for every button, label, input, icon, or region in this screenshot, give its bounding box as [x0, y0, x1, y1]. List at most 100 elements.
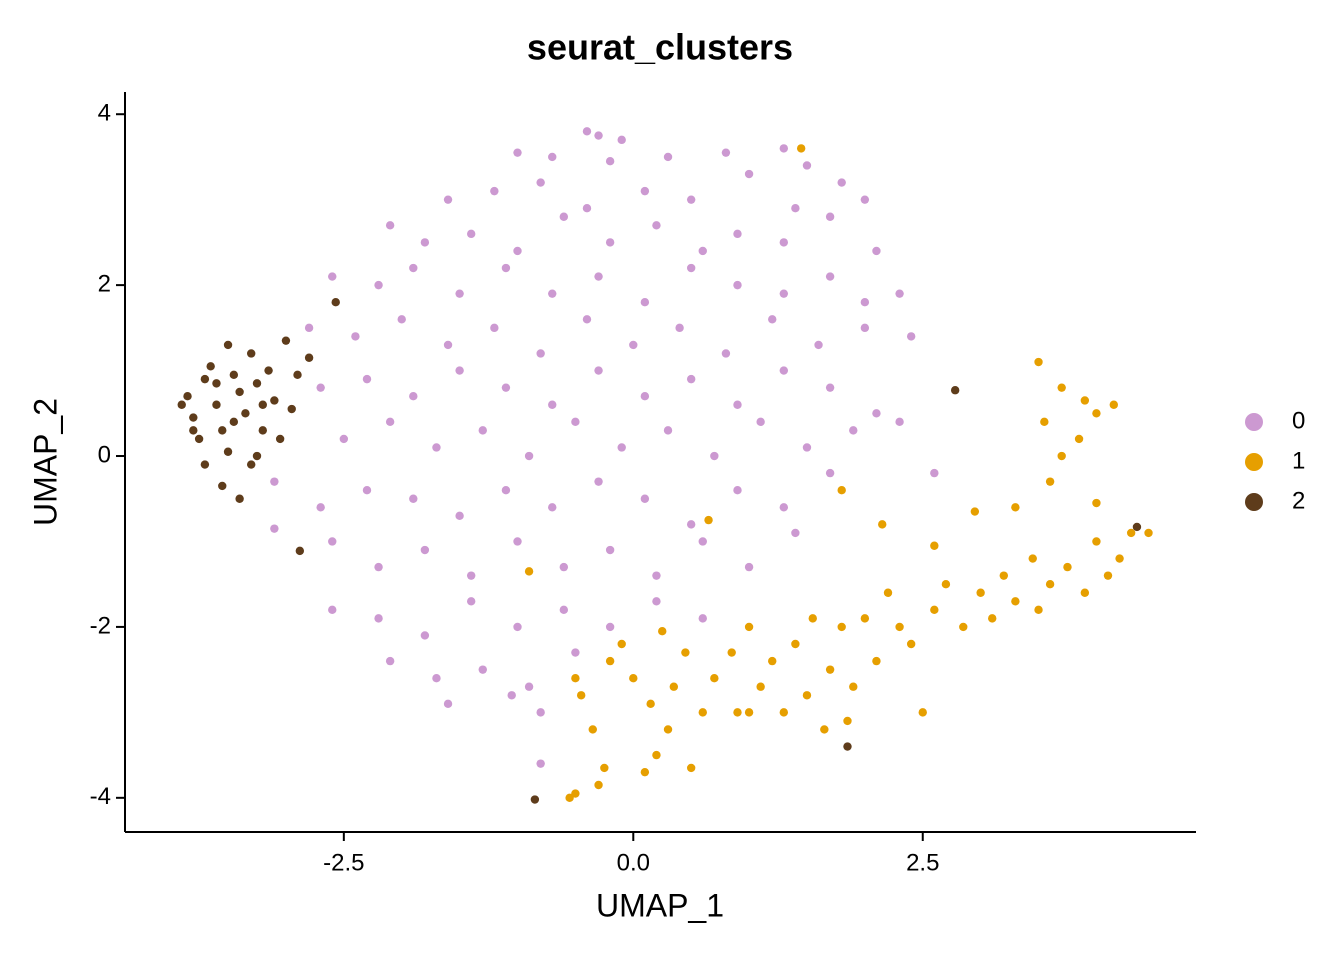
point	[270, 477, 279, 486]
point	[1011, 597, 1020, 606]
point	[258, 426, 267, 435]
point	[212, 379, 221, 388]
x-tick-label: -2.5	[323, 849, 364, 876]
point	[524, 682, 534, 691]
point	[576, 691, 586, 700]
point	[605, 622, 615, 632]
point	[1074, 434, 1084, 444]
point	[548, 503, 557, 512]
point	[791, 528, 800, 538]
point	[704, 515, 713, 525]
point	[744, 562, 754, 572]
point	[1057, 383, 1066, 392]
point	[1011, 503, 1020, 512]
point	[501, 383, 511, 392]
point	[675, 323, 684, 333]
point	[860, 195, 870, 204]
point	[247, 460, 256, 469]
point	[895, 417, 904, 427]
point	[443, 699, 453, 709]
point	[362, 374, 372, 384]
point	[733, 708, 742, 717]
point	[478, 426, 487, 435]
legend-marker	[1245, 493, 1263, 511]
point	[420, 238, 430, 247]
point	[513, 622, 522, 632]
point	[1045, 579, 1055, 589]
point	[825, 383, 835, 392]
point	[814, 340, 823, 350]
point	[1034, 357, 1043, 367]
point	[443, 195, 453, 204]
point	[825, 272, 835, 281]
point	[629, 673, 638, 683]
point	[1144, 528, 1153, 538]
point	[808, 614, 817, 623]
point	[200, 460, 210, 469]
point	[843, 716, 852, 726]
point	[837, 485, 846, 495]
point	[733, 280, 742, 290]
point	[837, 178, 846, 187]
point	[385, 656, 395, 666]
point	[825, 665, 835, 674]
legend-marker	[1245, 453, 1263, 471]
point	[443, 340, 453, 350]
point	[727, 648, 736, 657]
point	[501, 485, 511, 495]
point	[455, 289, 464, 298]
point	[524, 567, 534, 576]
point	[646, 699, 655, 709]
chart-title: seurat_clusters	[527, 27, 793, 68]
point	[825, 468, 835, 478]
point	[385, 417, 395, 427]
point	[669, 682, 679, 691]
point	[744, 708, 754, 717]
point	[820, 725, 829, 734]
point	[1057, 451, 1066, 461]
point	[536, 178, 545, 187]
point	[941, 579, 951, 589]
point	[536, 708, 545, 717]
point	[200, 374, 210, 384]
point	[281, 336, 291, 345]
point	[252, 379, 262, 388]
point	[1080, 588, 1090, 597]
point	[409, 494, 418, 503]
point	[1045, 477, 1055, 486]
point	[478, 665, 487, 674]
point	[536, 349, 545, 358]
y-tick-label: 0	[98, 441, 111, 468]
point	[883, 588, 893, 597]
point	[825, 212, 835, 221]
point	[698, 246, 707, 256]
point	[189, 426, 198, 435]
point	[374, 614, 383, 623]
point	[594, 780, 603, 790]
point	[796, 144, 806, 153]
point	[559, 562, 569, 572]
point	[1109, 400, 1118, 409]
point	[686, 263, 696, 273]
point	[258, 400, 267, 409]
legend-marker	[1245, 413, 1263, 431]
point	[206, 362, 215, 371]
point	[293, 370, 302, 380]
point	[999, 571, 1008, 580]
point	[950, 386, 960, 395]
point	[872, 656, 881, 666]
point	[617, 639, 626, 649]
point	[235, 494, 244, 503]
point	[270, 524, 279, 533]
point	[640, 392, 650, 401]
point	[779, 708, 789, 717]
point	[328, 537, 337, 546]
x-tick-label: 0.0	[617, 849, 650, 876]
point	[843, 742, 852, 751]
point	[223, 447, 233, 456]
point	[588, 725, 597, 734]
point	[362, 485, 372, 495]
point	[970, 507, 980, 516]
point	[397, 315, 406, 324]
point	[536, 759, 545, 768]
